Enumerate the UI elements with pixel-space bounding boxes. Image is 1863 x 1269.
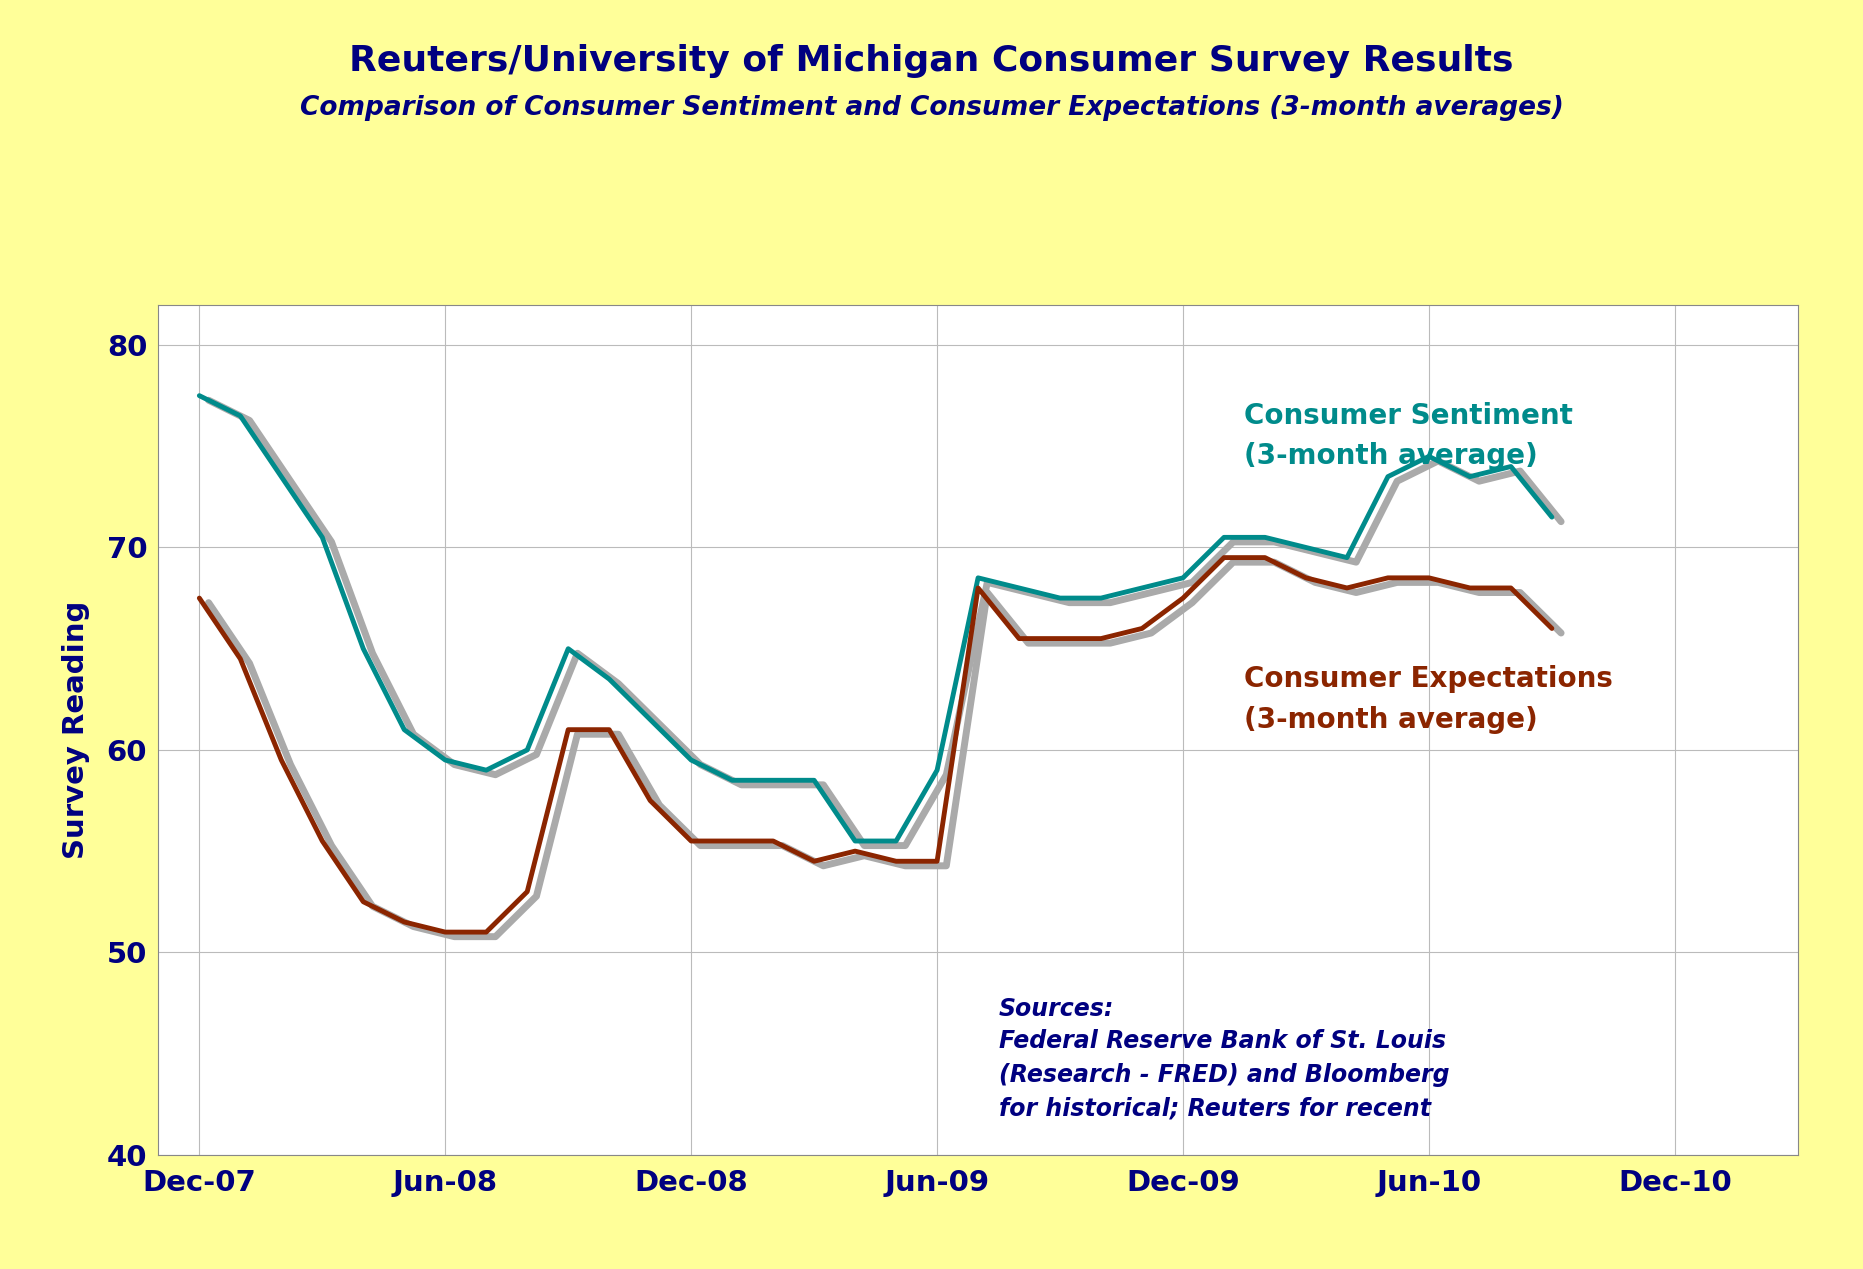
Text: Consumer Sentiment: Consumer Sentiment (1244, 402, 1574, 430)
Text: Consumer Expectations: Consumer Expectations (1244, 665, 1613, 693)
Y-axis label: Survey Reading: Survey Reading (61, 600, 89, 859)
Text: (3-month average): (3-month average) (1244, 706, 1539, 733)
Text: Federal Reserve Bank of St. Louis
(Research - FRED) and Bloomberg
for historical: Federal Reserve Bank of St. Louis (Resea… (999, 1029, 1449, 1121)
Text: Reuters/University of Michigan Consumer Survey Results: Reuters/University of Michigan Consumer … (348, 44, 1515, 79)
Text: (3-month average): (3-month average) (1244, 443, 1539, 471)
Text: Comparison of Consumer Sentiment and Consumer Expectations (3-month averages): Comparison of Consumer Sentiment and Con… (300, 95, 1563, 121)
Text: Sources:: Sources: (999, 997, 1114, 1020)
